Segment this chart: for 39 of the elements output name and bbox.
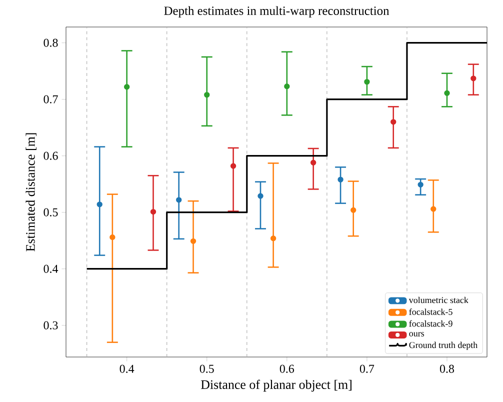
point	[284, 83, 290, 90]
point	[204, 92, 210, 98]
y-tick-label: 0.5	[44, 208, 58, 216]
point	[430, 206, 436, 212]
x-axis-title: Distance of planar object [m]	[201, 380, 352, 392]
legend-label: ours	[409, 332, 424, 336]
point	[338, 176, 344, 182]
chart-title: Depth estimates in multi-warp reconstruction	[164, 6, 390, 18]
point	[96, 202, 102, 208]
point	[150, 208, 156, 215]
y-tick-label: 0.7	[44, 95, 58, 104]
legend-label: Ground truth depth	[409, 342, 478, 350]
y-tick-label: 0.6	[44, 152, 58, 160]
legend-label: focalstack-9	[409, 320, 452, 327]
point	[470, 76, 476, 82]
y-axis-title: Estimated distance [m]	[26, 133, 36, 252]
point	[270, 235, 276, 242]
y-tick-label: 0.4	[44, 264, 58, 273]
x-tick-label: 0.6	[280, 364, 294, 373]
point	[310, 160, 316, 166]
legend-label: volumetric stack	[408, 296, 468, 304]
point	[418, 182, 424, 188]
point	[364, 78, 370, 85]
point	[124, 84, 130, 90]
point	[190, 238, 196, 244]
point	[176, 197, 182, 203]
point	[350, 207, 356, 213]
point	[230, 163, 236, 169]
point	[258, 193, 264, 199]
x-tick-label: 0.5	[200, 364, 214, 373]
point	[444, 90, 450, 96]
x-tick-label: 0.4	[120, 364, 134, 373]
x-tick-label: 0.7	[360, 364, 374, 373]
point	[110, 234, 116, 240]
x-tick-label: 0.8	[440, 364, 454, 373]
y-tick-label: 0.3	[44, 321, 58, 330]
legend-label: focalstack-5	[409, 308, 452, 315]
point	[390, 119, 396, 125]
y-tick-label: 0.8	[44, 38, 58, 47]
